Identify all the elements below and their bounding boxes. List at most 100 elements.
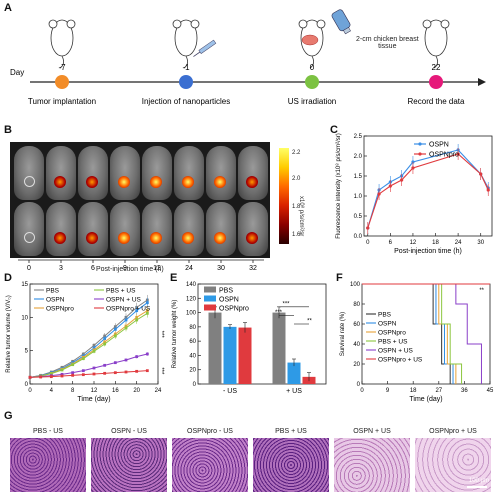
x-tick-label: 9: [386, 388, 390, 394]
significance-marker: **: [307, 319, 312, 325]
mouse-image: [142, 146, 172, 200]
histo-label-3: OSPNpro - US: [187, 428, 233, 435]
y-tick-label: 80: [189, 325, 196, 331]
panel-label-c: C: [330, 124, 338, 136]
survival-curve: [362, 283, 463, 384]
legend-label: OSPN + US: [378, 348, 414, 355]
colorbar-tick-1: 2.2: [292, 150, 301, 156]
ultrasound-probe-icon: [331, 9, 351, 35]
legend-marker: [418, 152, 422, 156]
data-point: [103, 337, 107, 341]
tumor-signal: [118, 232, 130, 244]
scale-bar-label: 100 μm: [468, 478, 489, 484]
data-point: [411, 166, 415, 170]
data-point: [400, 178, 404, 182]
y-tick-label: 60: [353, 322, 360, 328]
colorbar-tick-4: 1.6: [292, 232, 301, 238]
timeline-dot-3: [305, 75, 319, 89]
mouse-image: [238, 202, 268, 256]
series-line-ospnpro: [367, 153, 489, 229]
legend-label: OSPNpro: [46, 306, 74, 313]
tumor-signal: [150, 232, 162, 244]
x-tick-label: 18: [432, 240, 439, 246]
timeline-dot-4: [429, 75, 443, 89]
mouse-image: [14, 202, 44, 256]
imaging-tick-label: 6: [91, 265, 95, 272]
timeline-diagram: Day -7 -1 0 22 Tumor implantation Inject…: [10, 9, 486, 106]
x-tick-label: 30: [477, 240, 484, 246]
significance-marker: **: [479, 288, 484, 294]
colorbar-unit: x10⁸ p/s/cm²/sr: [298, 196, 304, 237]
panel-label-b: B: [4, 124, 12, 136]
x-tick-label: 45: [487, 388, 494, 394]
y-axis-label: Fluorescence intensity (x10⁸ p/s/cm²/sr): [335, 133, 342, 239]
timeline-event-2: Injection of nanoparticles: [142, 97, 231, 106]
category-label: + US: [286, 388, 302, 395]
legend-label: OSPN: [219, 297, 239, 304]
tumor-signal: [246, 232, 258, 244]
data-point: [103, 363, 107, 367]
series-line: [29, 312, 148, 378]
data-point: [92, 343, 96, 347]
data-point: [71, 371, 75, 375]
imaging-tick-label: 3: [59, 265, 63, 272]
tumor-signal: [118, 176, 130, 188]
legend-swatch: [204, 304, 216, 311]
legend-label: OSPN + US: [106, 297, 142, 304]
significance-marker: ***: [275, 310, 283, 316]
legend-label: OSPNpro: [378, 330, 406, 337]
histology-image-5: [334, 438, 410, 492]
y-tick-label: 100: [186, 311, 197, 317]
data-point: [39, 375, 43, 379]
y-tick-label: 0: [25, 382, 29, 388]
data-point: [124, 370, 128, 374]
x-tick-label: 12: [410, 240, 417, 246]
data-point: [49, 375, 53, 379]
mouse-illustrations: [48, 19, 450, 69]
x-tick-label: 20: [133, 388, 140, 394]
tumor-signal: [214, 176, 226, 188]
timeline-event-4: Record the data: [408, 97, 465, 106]
legend-label: OSPNpro + US: [378, 357, 423, 364]
fluorescence-imaging-panel: [10, 142, 270, 258]
data-point: [81, 357, 85, 361]
series-line: [29, 299, 148, 378]
scale-bar: [467, 486, 487, 488]
x-tick-label: 8: [71, 388, 75, 394]
tumor-signal: [182, 232, 194, 244]
y-axis-label: Relative tumor weight (%): [172, 300, 178, 369]
data-point: [28, 375, 32, 379]
mouse-image: [206, 146, 236, 200]
bar: [272, 312, 286, 384]
series-line: [29, 302, 148, 378]
tumor-signal: [182, 176, 194, 188]
imaging-tick-label: 0: [27, 265, 31, 272]
y-axis-label: Survival rate (%): [340, 312, 346, 356]
data-point: [366, 226, 370, 230]
data-point: [113, 327, 117, 331]
panel-label-f: F: [336, 272, 343, 284]
x-tick-label: 4: [50, 388, 54, 394]
y-tick-label: 0: [193, 382, 197, 388]
imaging-tick-label: 32: [249, 265, 257, 272]
tumor-signal: [23, 232, 35, 243]
data-point: [388, 184, 392, 188]
y-tick-label: 15: [21, 282, 28, 288]
histology-image-2: [91, 438, 167, 492]
survival-curve: [362, 283, 451, 384]
data-point: [135, 318, 139, 322]
legend-marker: [418, 142, 422, 146]
data-point: [135, 355, 139, 359]
timeline-dot-1: [55, 75, 69, 89]
data-point: [124, 326, 128, 330]
y-tick-label: 1.5: [354, 174, 363, 180]
panel-label-e: E: [170, 272, 178, 284]
tissue-label: 2-cm chicken breast tissue: [356, 36, 419, 50]
histo-label-5: OSPN + US: [353, 428, 391, 435]
data-point: [145, 301, 149, 305]
imaging-tick-label: 24: [185, 265, 193, 272]
legend-label: PBS: [219, 288, 233, 295]
panel-label-d: D: [4, 272, 12, 284]
panel-label-a: A: [4, 2, 12, 14]
chart-f-survival: 0 20 40 60 80 100 0 9 18 27 36 45 Time (day) Survival…: [340, 282, 494, 403]
